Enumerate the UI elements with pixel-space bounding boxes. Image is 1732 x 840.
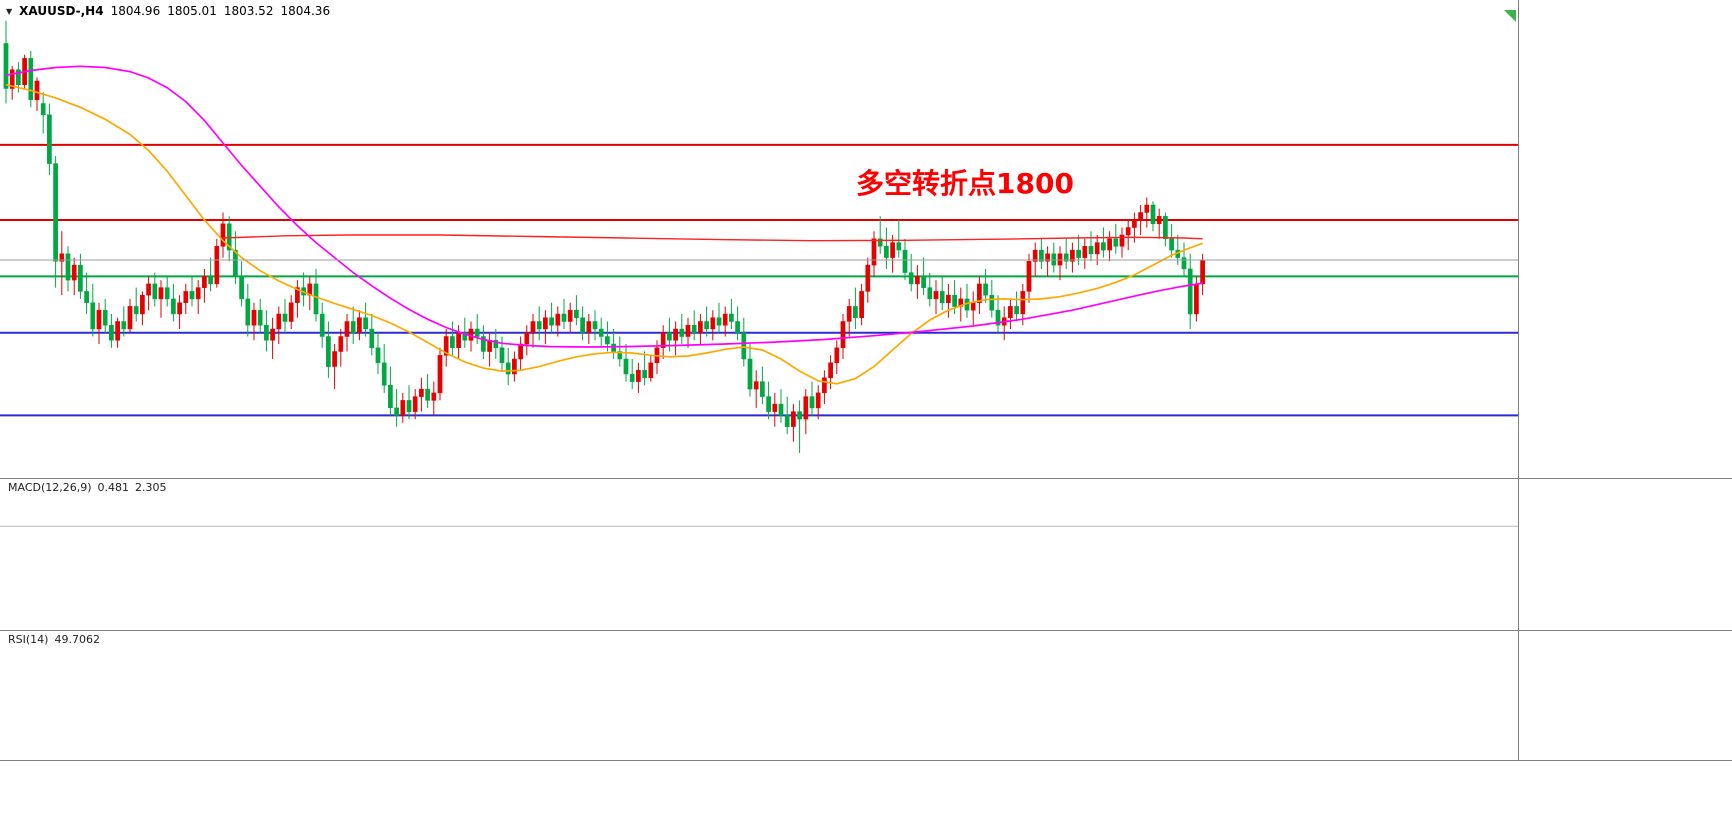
high-value: 1805.01 [167,4,217,18]
autoscroll-marker-icon[interactable] [1504,10,1516,22]
rsi-name: RSI(14) [8,633,49,646]
macd-indicator-label: MACD(12,26,9) 0.481 2.305 [8,481,167,494]
ma-orange-line [5,83,1203,385]
annotation-text[interactable]: 多空转折点1800 [856,167,1074,200]
macd-signal-value: 2.305 [135,481,167,494]
macd-main-value: 0.481 [97,481,130,494]
close-value: 1804.36 [280,4,331,18]
ma-red-line [222,234,1203,242]
open-value: 1804.96 [110,4,161,18]
rsi-value: 49.7062 [54,633,100,646]
symbol-dropdown-icon[interactable]: ▼ [6,6,13,16]
symbol-period-label: XAUUSD-,H4 [19,4,104,18]
low-value: 1803.52 [223,4,274,18]
ma-magenta-line [5,65,1203,348]
rsi-indicator-label: RSI(14) 49.7062 [8,633,100,646]
horizontal-lines-layer [0,143,1518,417]
separator-lines [0,0,1732,761]
macd-name: MACD(12,26,9) [8,481,92,494]
chart-ohlc-header: ▼ XAUUSD-,H4 1804.96 1805.01 1803.52 180… [6,4,330,18]
